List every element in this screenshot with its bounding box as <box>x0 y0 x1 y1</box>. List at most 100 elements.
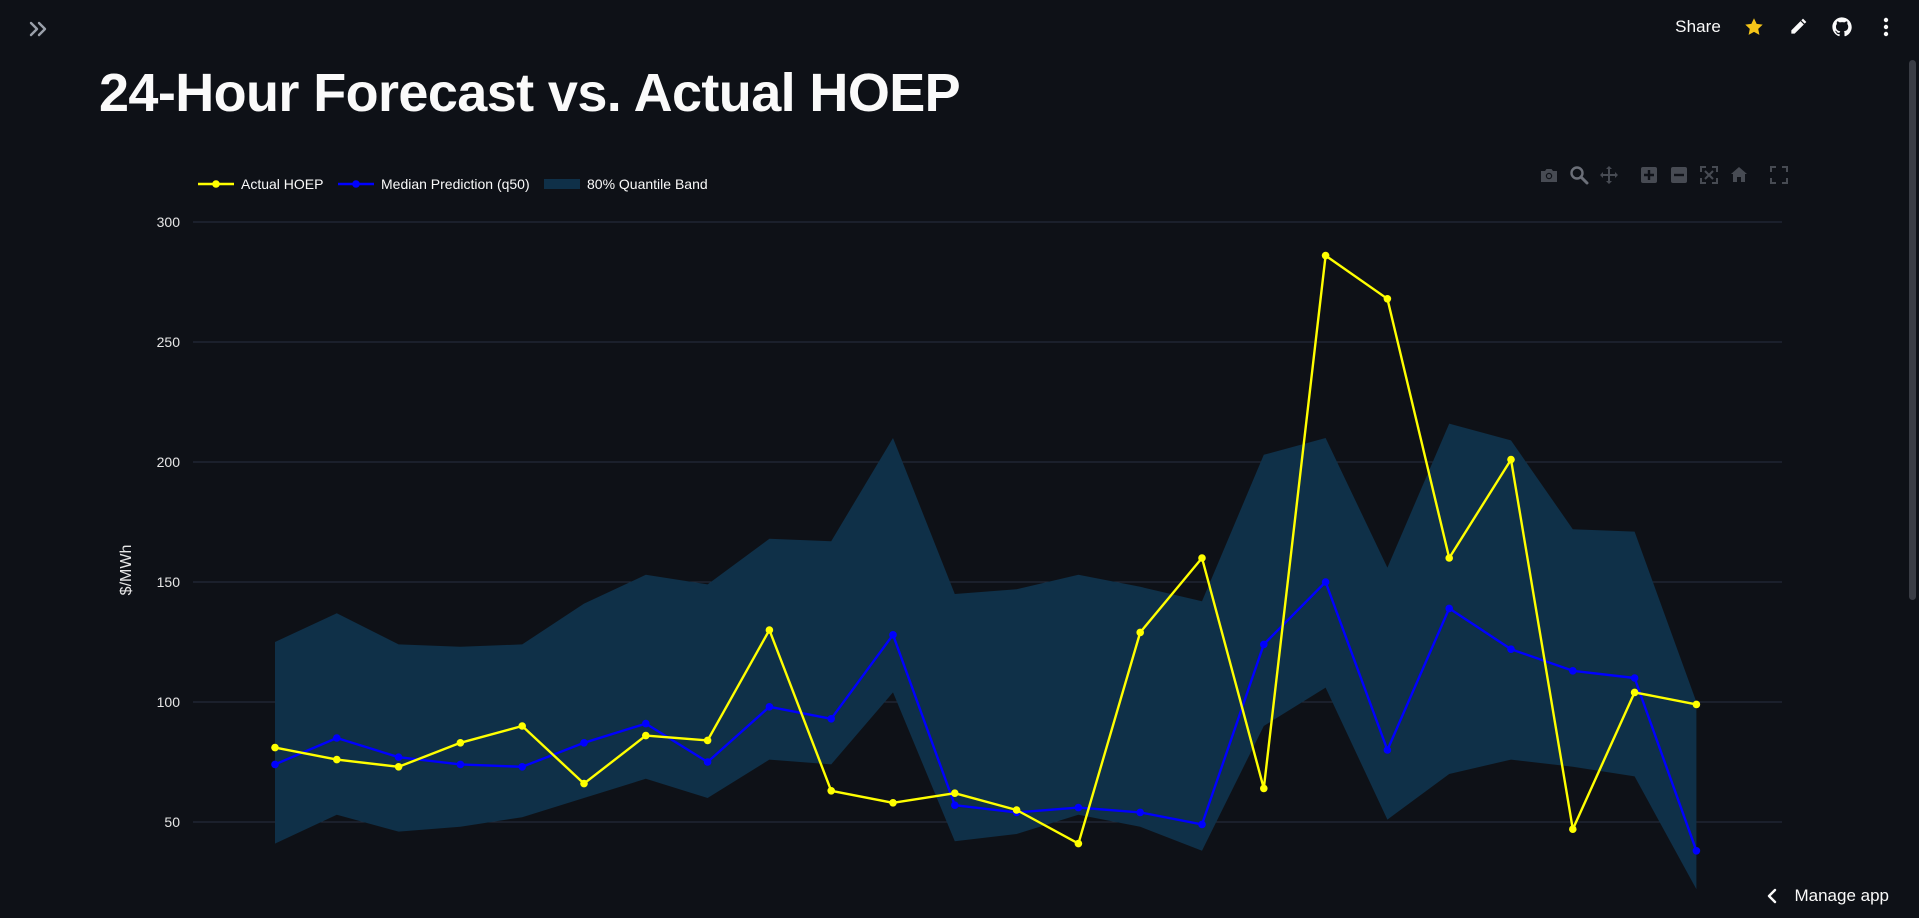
camera-icon <box>1541 169 1557 182</box>
y-tick-label: 250 <box>157 334 181 350</box>
edit-button[interactable] <box>1787 16 1809 38</box>
median-prediction-point[interactable] <box>1383 746 1392 754</box>
median-prediction-point[interactable] <box>1136 808 1144 817</box>
median-prediction-point[interactable] <box>1074 803 1083 812</box>
main-menu-button[interactable] <box>1875 16 1897 38</box>
median-prediction-point[interactable] <box>394 753 403 761</box>
median-prediction-point[interactable] <box>1445 604 1453 613</box>
median-prediction-point[interactable] <box>703 758 712 766</box>
actual-hoep-point[interactable] <box>1630 688 1639 697</box>
actual-hoep-point[interactable] <box>889 799 897 807</box>
legend-actual-hoep-marker <box>212 180 220 188</box>
y-tick-label: 300 <box>157 214 181 230</box>
median-prediction-point[interactable] <box>1692 847 1701 855</box>
legend-quantile-band-swatch <box>544 179 580 189</box>
actual-hoep-point[interactable] <box>1012 806 1021 814</box>
actual-hoep-point[interactable] <box>1569 825 1577 833</box>
median-prediction-point[interactable] <box>580 739 588 747</box>
y-tick-label: 150 <box>157 574 181 590</box>
reset-axes-button[interactable] <box>1728 164 1750 186</box>
page-scrollbar[interactable] <box>1909 60 1916 600</box>
actual-hoep-point[interactable] <box>1136 628 1144 637</box>
y-axis-title: $/MWh <box>118 545 135 596</box>
median-prediction-point[interactable] <box>889 631 897 639</box>
actual-hoep-point[interactable] <box>1260 784 1268 793</box>
chevron-left-icon <box>1768 888 1777 904</box>
actual-hoep-point[interactable] <box>518 722 526 730</box>
actual-hoep-point[interactable] <box>456 739 465 747</box>
autoscale-button[interactable] <box>1698 164 1720 186</box>
median-prediction-point[interactable] <box>1507 645 1515 653</box>
actual-hoep-line <box>274 254 1697 845</box>
zoom-in-icon <box>1641 167 1657 183</box>
legend-median-prediction-marker <box>352 180 360 188</box>
median-prediction-point[interactable] <box>333 734 341 742</box>
app-toolbar: Share <box>1675 14 1897 40</box>
actual-hoep-point[interactable] <box>827 787 835 795</box>
zoom-mode-button[interactable] <box>1568 164 1590 186</box>
actual-hoep-point[interactable] <box>394 763 403 771</box>
manage-app-label: Manage app <box>1794 886 1889 905</box>
median-prediction-point[interactable] <box>1321 578 1330 586</box>
median-prediction-point[interactable] <box>1630 674 1639 682</box>
actual-hoep-point[interactable] <box>271 743 279 752</box>
actual-hoep-point[interactable] <box>333 755 341 764</box>
actual-hoep-point[interactable] <box>1692 700 1701 709</box>
median-prediction-line <box>274 580 1698 852</box>
fullscreen-icon <box>1770 166 1788 184</box>
y-tick-label: 200 <box>157 454 181 470</box>
zoom-in-button[interactable] <box>1638 164 1660 186</box>
median-prediction-point[interactable] <box>642 719 650 728</box>
manage-app-button[interactable]: Manage app <box>1766 882 1889 910</box>
legend-actual-hoep-label[interactable]: Actual HOEP <box>241 176 323 192</box>
zoom-out-button[interactable] <box>1668 164 1690 186</box>
autoscale-icon <box>1700 166 1718 184</box>
pan-icon <box>1600 166 1618 184</box>
github-icon <box>1832 17 1852 37</box>
median-prediction-point[interactable] <box>765 703 774 711</box>
double-chevron-right-icon <box>29 21 47 37</box>
median-prediction-point[interactable] <box>518 763 526 771</box>
actual-hoep-point[interactable] <box>642 731 650 740</box>
quantile-band-area <box>275 423 1697 890</box>
median-prediction-point[interactable] <box>1198 820 1206 829</box>
median-prediction-point[interactable] <box>271 760 279 769</box>
home-icon <box>1731 167 1747 182</box>
pencil-icon <box>1791 18 1807 34</box>
actual-hoep-point[interactable] <box>1074 839 1083 848</box>
download-png-button[interactable] <box>1538 164 1560 186</box>
pan-mode-button[interactable] <box>1598 164 1620 186</box>
github-button[interactable] <box>1831 16 1853 38</box>
actual-hoep-point[interactable] <box>1198 554 1206 562</box>
star-icon <box>1745 18 1763 35</box>
actual-hoep-point[interactable] <box>1507 455 1515 464</box>
legend-quantile-band-label[interactable]: 80% Quantile Band <box>587 176 708 192</box>
y-tick-label: 50 <box>164 814 180 830</box>
legend-median-prediction-label[interactable]: Median Prediction (q50) <box>381 176 530 192</box>
actual-hoep-point[interactable] <box>580 779 588 788</box>
chart-modebar <box>1538 163 1798 187</box>
share-button[interactable]: Share <box>1675 17 1721 36</box>
kebab-menu-icon <box>1883 17 1889 37</box>
actual-hoep-point[interactable] <box>703 736 712 745</box>
median-prediction-point[interactable] <box>1260 640 1268 649</box>
actual-hoep-point[interactable] <box>1321 251 1330 260</box>
actual-hoep-point[interactable] <box>1383 295 1392 303</box>
zoom-icon <box>1570 166 1589 185</box>
fullscreen-button[interactable] <box>1768 164 1790 186</box>
median-prediction-point[interactable] <box>1569 667 1577 675</box>
page-title: 24-Hour Forecast vs. Actual HOEP <box>99 63 961 123</box>
actual-hoep-point[interactable] <box>765 626 774 634</box>
median-prediction-point[interactable] <box>827 715 835 723</box>
actual-hoep-point[interactable] <box>951 789 959 797</box>
y-tick-label: 100 <box>157 694 181 710</box>
sidebar-toggle-button[interactable] <box>26 16 52 42</box>
median-prediction-point[interactable] <box>456 760 465 769</box>
actual-hoep-point[interactable] <box>1445 554 1453 562</box>
zoom-out-icon <box>1671 167 1687 183</box>
median-prediction-point[interactable] <box>951 801 959 809</box>
star-button[interactable] <box>1743 16 1765 38</box>
